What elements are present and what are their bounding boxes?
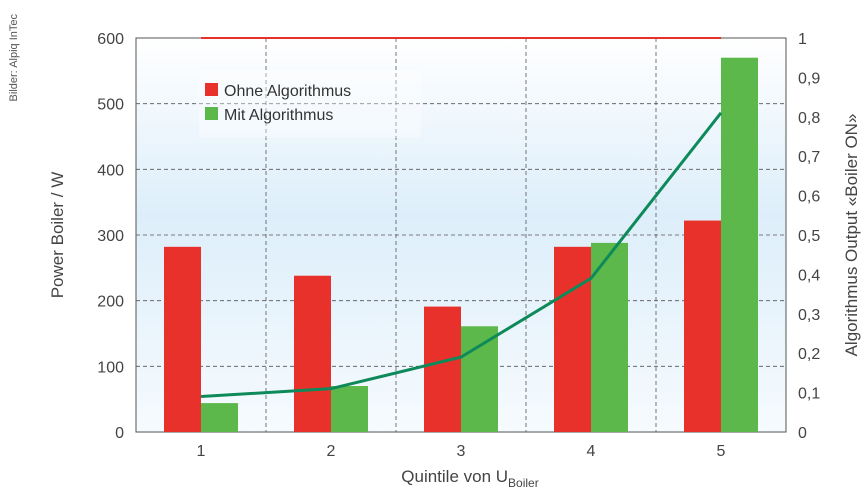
- bar-ohne-algorithmus-3: [424, 306, 461, 432]
- y2-axis-title: Algorithmus Output «Boiler ON»: [842, 114, 861, 357]
- y2-tick-label: 0,4: [798, 267, 820, 284]
- y-tick-label: 500: [97, 97, 124, 114]
- bar-ohne-algorithmus-5: [684, 220, 721, 432]
- y2-tick-label: 0,8: [798, 110, 820, 127]
- x-axis-ticks: 1 2 3 4 5: [197, 443, 726, 460]
- x-tick-label: 1: [197, 443, 206, 460]
- x-axis-title-main: Quintile von U: [401, 467, 508, 486]
- legend: Ohne Algorithmus Mit Algorithmus: [199, 70, 421, 138]
- y-axis-title: Power Boiler / W: [48, 172, 67, 299]
- legend-swatch-mit-algorithmus: [205, 107, 218, 120]
- y2-tick-label: 1: [798, 31, 807, 48]
- bar-mit-algorithmus-1: [201, 403, 238, 432]
- legend-label-mit-algorithmus: Mit Algorithmus: [224, 107, 333, 124]
- y2-tick-label: 0,1: [798, 386, 820, 403]
- y2-tick-label: 0,3: [798, 307, 820, 324]
- bar-mit-algorithmus-2: [331, 386, 368, 432]
- legend-box: [199, 70, 421, 138]
- y2-tick-label: 0,9: [798, 70, 820, 87]
- y-tick-label: 600: [97, 31, 124, 48]
- y-tick-label: 100: [97, 359, 124, 376]
- bar-ohne-algorithmus-2: [294, 275, 331, 432]
- x-tick-label: 2: [327, 443, 336, 460]
- y-tick-label: 300: [97, 228, 124, 245]
- y2-axis-ticks: 0 0,1 0,2 0,3 0,4 0,5 0,6 0,7 0,8 0,9 1: [798, 31, 820, 442]
- y-tick-label: 200: [97, 294, 124, 311]
- y2-tick-label: 0: [798, 425, 807, 442]
- y2-tick-label: 0,7: [798, 149, 820, 166]
- y-tick-label: 400: [97, 162, 124, 179]
- x-axis-title-subscript: Boiler: [508, 476, 539, 490]
- x-tick-label: 5: [717, 443, 726, 460]
- grid: [136, 38, 786, 432]
- y-axis-ticks: 0 100 200 300 400 500 600: [97, 31, 124, 442]
- y2-tick-label: 0,5: [798, 228, 820, 245]
- legend-label-ohne-algorithmus: Ohne Algorithmus: [224, 83, 351, 100]
- y-tick-label: 0: [115, 425, 124, 442]
- bar-mit-algorithmus-5: [721, 57, 758, 432]
- bar-mit-algorithmus-3: [461, 326, 498, 432]
- bar-ohne-algorithmus-4: [554, 246, 591, 432]
- x-axis-title: Quintile von UBoiler: [401, 467, 538, 490]
- legend-swatch-ohne-algorithmus: [205, 83, 218, 96]
- algorithm-output-line: [200, 111, 723, 399]
- y2-tick-label: 0,6: [798, 189, 820, 206]
- y2-tick-label: 0,2: [798, 346, 820, 363]
- x-tick-label: 4: [587, 443, 596, 460]
- bar-ohne-algorithmus-1: [164, 246, 201, 432]
- bars: [164, 57, 758, 432]
- x-tick-label: 3: [457, 443, 466, 460]
- bar-mit-algorithmus-4: [591, 242, 628, 432]
